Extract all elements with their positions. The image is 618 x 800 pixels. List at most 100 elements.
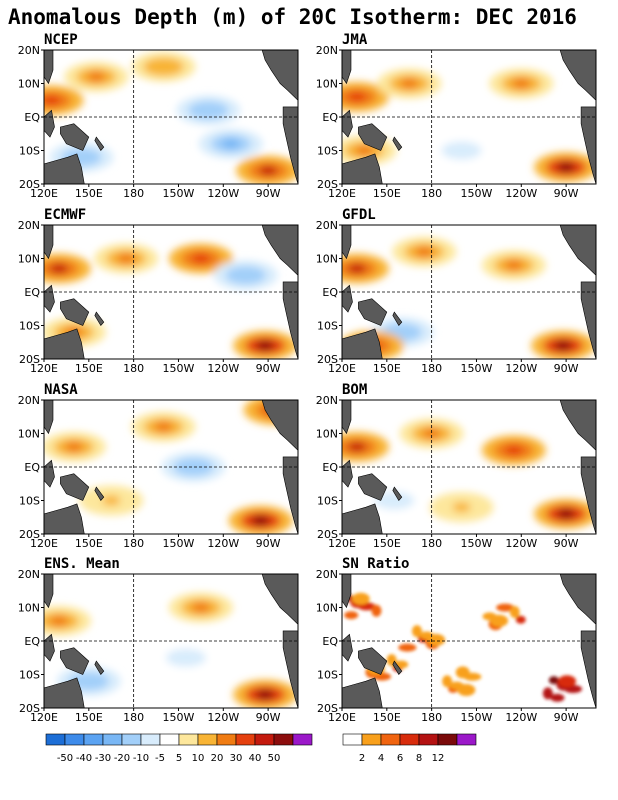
land-mass: [44, 677, 85, 708]
field-blob-core: [259, 165, 278, 176]
x-tick-label: 150W: [163, 711, 195, 724]
panel-title: ENS. Mean: [44, 556, 120, 572]
x-tick-label: 150W: [461, 711, 493, 724]
land-mass: [358, 298, 388, 326]
x-tick-label: 90W: [554, 362, 579, 375]
land-mass: [44, 574, 54, 609]
x-tick-label: 90W: [256, 362, 281, 375]
field-blob-core: [392, 327, 411, 338]
colorbar-label: 10: [192, 753, 205, 764]
sn-colorbar-label: 12: [432, 753, 445, 764]
y-tick-label: 20S: [317, 178, 338, 191]
land-mass: [60, 647, 90, 675]
colorbar-label: -5: [155, 753, 165, 764]
field-cell: [351, 592, 370, 605]
panel-title: NASA: [44, 382, 78, 398]
y-tick-label: 10N: [18, 428, 40, 441]
y-tick-label: 10S: [317, 495, 338, 508]
x-tick-label: 120W: [207, 362, 239, 375]
y-tick-label: 10N: [18, 78, 40, 91]
x-tick-label: 180: [123, 187, 144, 200]
x-tick-label: 150W: [163, 362, 195, 375]
y-tick-label: 20S: [19, 702, 40, 715]
field-cell: [411, 625, 422, 638]
land-mass: [559, 50, 596, 101]
land-mass: [580, 281, 596, 359]
x-tick-label: 150W: [163, 187, 195, 200]
x-tick-label: 120W: [505, 187, 537, 200]
land-mass: [94, 311, 105, 327]
land-mass: [392, 311, 403, 327]
colorbar-swatch: [159, 733, 180, 746]
x-tick-label: 120E: [30, 187, 58, 200]
sn-colorbar-label: 6: [397, 753, 403, 764]
field-cell: [515, 615, 526, 624]
land-mass: [358, 123, 388, 151]
field-blob-core: [49, 615, 68, 626]
x-tick-label: 180: [123, 362, 144, 375]
field-cell: [496, 603, 515, 612]
panel-field: [44, 225, 298, 359]
colorbar-swatch: [102, 733, 123, 746]
field-blob-core: [347, 263, 366, 274]
x-tick-label: 150E: [373, 362, 401, 375]
land-mass: [559, 400, 596, 451]
land-mass: [559, 225, 596, 276]
x-tick-label: 150E: [75, 711, 103, 724]
field-blob-core: [256, 340, 275, 351]
colorbar-label: -10: [133, 753, 149, 764]
sn-colorbar-label: 8: [416, 753, 422, 764]
x-tick-label: 90W: [256, 187, 281, 200]
y-tick-label: EQ: [24, 286, 40, 299]
field-blob-core: [504, 445, 523, 456]
field-blob-core: [415, 246, 434, 257]
land-mass: [392, 660, 403, 676]
field-blob-core: [87, 71, 106, 82]
x-tick-label: 120W: [207, 187, 239, 200]
x-tick-label: 150E: [373, 187, 401, 200]
land-mass: [282, 106, 298, 184]
field-blob-core: [221, 138, 240, 149]
field-blobs: [44, 243, 298, 359]
land-mass: [261, 50, 298, 101]
colorbar-label: 40: [249, 753, 262, 764]
colorbar-label: 30: [230, 753, 243, 764]
land-mass: [60, 473, 90, 501]
land-mass: [392, 136, 403, 152]
y-tick-label: 20S: [19, 178, 40, 191]
land-mass: [60, 298, 90, 326]
land-mass: [342, 225, 352, 260]
field-blobs: [342, 418, 596, 529]
y-tick-label: EQ: [322, 286, 338, 299]
land-mass: [358, 647, 388, 675]
x-tick-label: 180: [421, 711, 442, 724]
y-tick-label: EQ: [24, 461, 40, 474]
land-mass: [282, 630, 298, 708]
x-tick-label: 180: [421, 362, 442, 375]
colorbar-swatch: [235, 733, 256, 746]
x-tick-label: 150E: [75, 187, 103, 200]
x-tick-label: 150E: [75, 362, 103, 375]
field-blob-core: [256, 689, 275, 700]
x-tick-label: 150W: [461, 362, 493, 375]
field-blob-core: [176, 652, 195, 663]
field-blob-core: [557, 162, 576, 173]
panel-field: [44, 50, 298, 184]
panel-title: ECMWF: [44, 207, 86, 223]
colorbar-swatch: [45, 733, 66, 746]
x-tick-label: 150W: [461, 537, 493, 550]
land-mass: [342, 153, 383, 184]
sn-colorbar-swatch: [418, 733, 439, 746]
x-tick-label: 90W: [554, 711, 579, 724]
x-tick-label: 90W: [554, 537, 579, 550]
y-tick-label: 20N: [18, 394, 40, 407]
y-tick-label: 10S: [19, 669, 40, 682]
y-tick-label: EQ: [24, 111, 40, 124]
field-cell: [509, 606, 520, 618]
y-tick-label: 20N: [18, 568, 40, 581]
field-blob-core: [184, 462, 203, 472]
field-blob-core: [117, 253, 136, 264]
